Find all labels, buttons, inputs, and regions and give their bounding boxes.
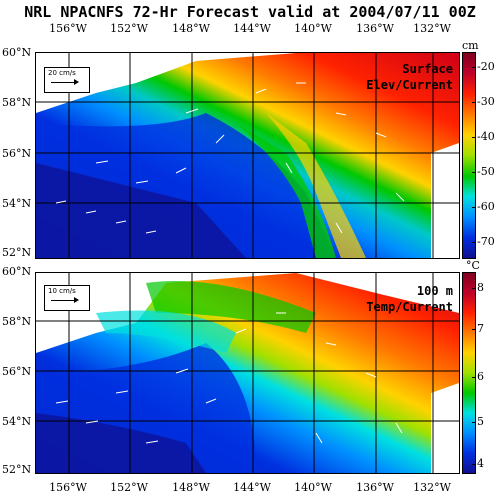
lon-label: 144°W bbox=[233, 481, 271, 494]
lon-label: 136°W bbox=[356, 22, 394, 35]
panel-label-line1: 100 m bbox=[416, 284, 453, 298]
longitude-axis-bottom: 156°W 152°W 148°W 144°W 140°W 136°W 132°… bbox=[0, 481, 500, 495]
lon-label: 152°W bbox=[110, 481, 148, 494]
lon-label: 152°W bbox=[110, 22, 148, 35]
colorbar-tick: -50 bbox=[472, 165, 495, 178]
map-title: NRL NPACNFS 72-Hr Forecast valid at 2004… bbox=[24, 3, 476, 21]
lat-label: 60°N bbox=[2, 46, 32, 59]
colorbar-unit: cm bbox=[462, 39, 479, 52]
lat-label: 58°N bbox=[2, 315, 32, 328]
colorbar-tick: 6 bbox=[472, 370, 484, 383]
temperature-colorbar bbox=[462, 272, 476, 474]
graticule-grid bbox=[36, 273, 459, 473]
surface-elevation-map bbox=[36, 53, 459, 258]
lat-label: 52°N bbox=[2, 463, 32, 476]
colorbar-tick: -60 bbox=[472, 200, 495, 213]
temperature-map bbox=[36, 273, 459, 473]
reference-vector-label: 10 cm/s bbox=[48, 287, 76, 295]
lon-label: 132°W bbox=[413, 22, 451, 35]
lon-label: 136°W bbox=[356, 481, 394, 494]
panel-label-line2: Temp/Current bbox=[366, 300, 453, 314]
colorbar-tick: 8 bbox=[472, 281, 484, 294]
lon-label: 148°W bbox=[172, 22, 210, 35]
lon-label: 156°W bbox=[49, 481, 87, 494]
arrow-right-icon bbox=[51, 297, 79, 303]
lat-label: 56°N bbox=[2, 365, 32, 378]
reference-vector-box: 10 cm/s bbox=[44, 285, 90, 311]
colorbar-tick: -20 bbox=[472, 60, 495, 73]
lat-label: 52°N bbox=[2, 246, 32, 259]
lat-label: 54°N bbox=[2, 415, 32, 428]
colorbar-tick: 5 bbox=[472, 415, 484, 428]
colorbar-tick: -70 bbox=[472, 235, 495, 248]
lat-label: 60°N bbox=[2, 265, 32, 278]
colorbar-tick: 4 bbox=[472, 457, 484, 470]
lon-label: 140°W bbox=[294, 481, 332, 494]
colorbar-tick: -30 bbox=[472, 95, 495, 108]
lat-label: 58°N bbox=[2, 96, 32, 109]
lon-label: 132°W bbox=[413, 481, 451, 494]
panel-label: Surface Elev/Current bbox=[366, 61, 453, 93]
longitude-axis-top: 156°W 152°W 148°W 144°W 140°W 136°W 132°… bbox=[0, 22, 500, 36]
panel-label: 100 m Temp/Current bbox=[366, 283, 453, 315]
lon-label: 156°W bbox=[49, 22, 87, 35]
panel-label-line2: Elev/Current bbox=[366, 78, 453, 92]
lat-label: 56°N bbox=[2, 147, 32, 160]
arrow-right-icon bbox=[51, 79, 79, 85]
colorbar-tick: -40 bbox=[472, 130, 495, 143]
reference-vector-label: 20 cm/s bbox=[48, 69, 76, 77]
current-vectors bbox=[55, 312, 403, 444]
reference-vector-box: 20 cm/s bbox=[44, 67, 90, 93]
lon-label: 140°W bbox=[294, 22, 332, 35]
colorbar-tick: 7 bbox=[472, 322, 484, 335]
panel-label-line1: Surface bbox=[402, 62, 453, 76]
current-vectors bbox=[55, 82, 405, 234]
temperature-panel: 10 cm/s 100 m Temp/Current bbox=[35, 272, 460, 474]
elevation-colorbar bbox=[462, 52, 476, 259]
lon-label: 144°W bbox=[233, 22, 271, 35]
graticule-grid bbox=[36, 53, 459, 258]
colorbar-unit: °C bbox=[466, 259, 480, 272]
lat-label: 54°N bbox=[2, 197, 32, 210]
lon-label: 148°W bbox=[172, 481, 210, 494]
surface-elevation-panel: 20 cm/s Surface Elev/Current bbox=[35, 52, 460, 259]
